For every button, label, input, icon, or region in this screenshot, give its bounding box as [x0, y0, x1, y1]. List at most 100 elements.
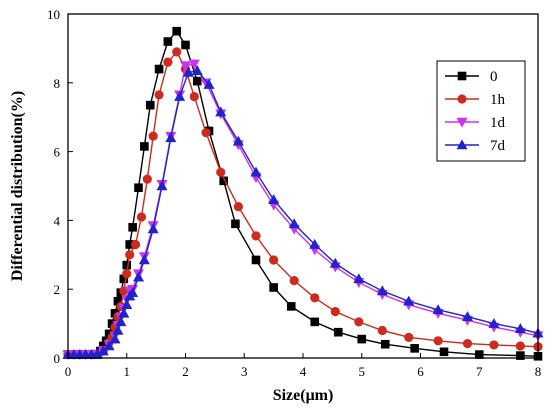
data-point: [310, 317, 320, 327]
data-point: [288, 218, 300, 229]
y-tick-label: 0: [54, 351, 61, 366]
data-point: [165, 132, 177, 143]
y-tick-label: 10: [47, 7, 60, 22]
legend-label: 1h: [490, 92, 506, 108]
data-point: [112, 324, 124, 335]
data-point: [109, 333, 121, 344]
data-point: [353, 273, 365, 284]
data-point: [462, 338, 473, 349]
data-point: [145, 100, 155, 110]
legend-label: 0: [490, 69, 498, 85]
data-point: [154, 90, 164, 100]
data-point: [514, 323, 526, 334]
data-point: [118, 307, 130, 318]
data-point: [380, 339, 390, 349]
data-point: [269, 283, 278, 292]
data-point: [289, 276, 299, 286]
x-tick-label: 4: [300, 364, 307, 379]
data-point: [163, 37, 173, 46]
data-point: [147, 223, 159, 234]
data-point: [127, 287, 139, 297]
legend-label: 7d: [490, 138, 506, 154]
x-tick-label: 1: [124, 364, 131, 379]
data-point: [163, 57, 173, 67]
data-point: [121, 299, 133, 309]
data-point: [330, 306, 340, 317]
data-point: [232, 135, 244, 146]
data-point: [191, 65, 203, 76]
data-point: [439, 347, 449, 357]
data-point: [134, 183, 143, 193]
data-point: [251, 255, 261, 265]
data-point: [310, 293, 320, 303]
data-point: [488, 317, 500, 328]
data-point: [410, 344, 419, 353]
y-tick-label: 4: [54, 213, 61, 228]
legend-item: 1d: [445, 115, 506, 131]
data-point: [115, 316, 127, 327]
y-tick-label: 8: [54, 76, 61, 91]
data-point: [403, 295, 415, 306]
legend: 0 1h 1d 7d: [436, 60, 526, 162]
data-point: [516, 351, 525, 360]
data-point: [357, 334, 367, 344]
legend-item: 1h: [445, 92, 506, 108]
data-point: [215, 106, 227, 117]
data-point: [432, 304, 444, 315]
data-point: [125, 250, 135, 260]
data-point: [188, 59, 200, 70]
data-point: [136, 212, 147, 222]
data-point: [179, 61, 192, 72]
data-point: [404, 332, 414, 342]
data-point: [142, 174, 152, 184]
data-point: [122, 260, 132, 270]
legend-marker: [457, 94, 467, 104]
y-axis-title: Differential distribution(%): [9, 91, 26, 281]
data-point: [216, 167, 226, 177]
data-point: [233, 202, 243, 212]
data-point: [132, 271, 145, 282]
data-point: [231, 219, 240, 229]
data-point: [130, 239, 141, 250]
legend-item: 7d: [445, 138, 506, 154]
data-point: [156, 180, 168, 191]
x-tick-label: 3: [241, 364, 248, 379]
series-7d: [62, 65, 544, 359]
data-point: [309, 238, 321, 249]
data-point: [189, 91, 199, 102]
legend-item: 0: [445, 69, 498, 85]
axis-ticks: 0 1 2 3 4 5 6 7 8 0 2 4 6 8 10: [47, 7, 541, 379]
data-point: [174, 90, 186, 101]
data-point: [268, 194, 280, 205]
data-point: [140, 142, 149, 151]
data-point: [333, 327, 343, 337]
y-tick-label: 2: [54, 282, 61, 297]
data-point: [128, 222, 137, 232]
data-point: [354, 317, 364, 327]
data-point: [250, 166, 262, 177]
data-point: [203, 78, 215, 89]
data-point: [192, 76, 202, 86]
data-point: [377, 325, 387, 336]
data-point: [182, 66, 194, 77]
legend-label: 1d: [490, 115, 506, 131]
y-tick-label: 6: [54, 145, 61, 160]
legend-marker: [456, 139, 468, 150]
x-tick-label: 5: [359, 364, 366, 379]
data-point: [515, 341, 525, 351]
data-point: [154, 64, 164, 74]
data-point: [461, 311, 474, 322]
x-tick-label: 2: [182, 364, 189, 379]
data-point: [251, 231, 261, 241]
legend-marker: [456, 117, 468, 128]
data-point: [433, 336, 443, 346]
data-point: [269, 255, 279, 265]
x-tick-label: 6: [417, 364, 424, 379]
data-point: [376, 285, 388, 296]
x-tick-label: 7: [476, 364, 483, 379]
data-point: [97, 345, 109, 356]
data-point: [286, 302, 296, 311]
data-point: [138, 254, 150, 265]
legend-marker: [457, 71, 467, 81]
data-point: [103, 340, 115, 351]
